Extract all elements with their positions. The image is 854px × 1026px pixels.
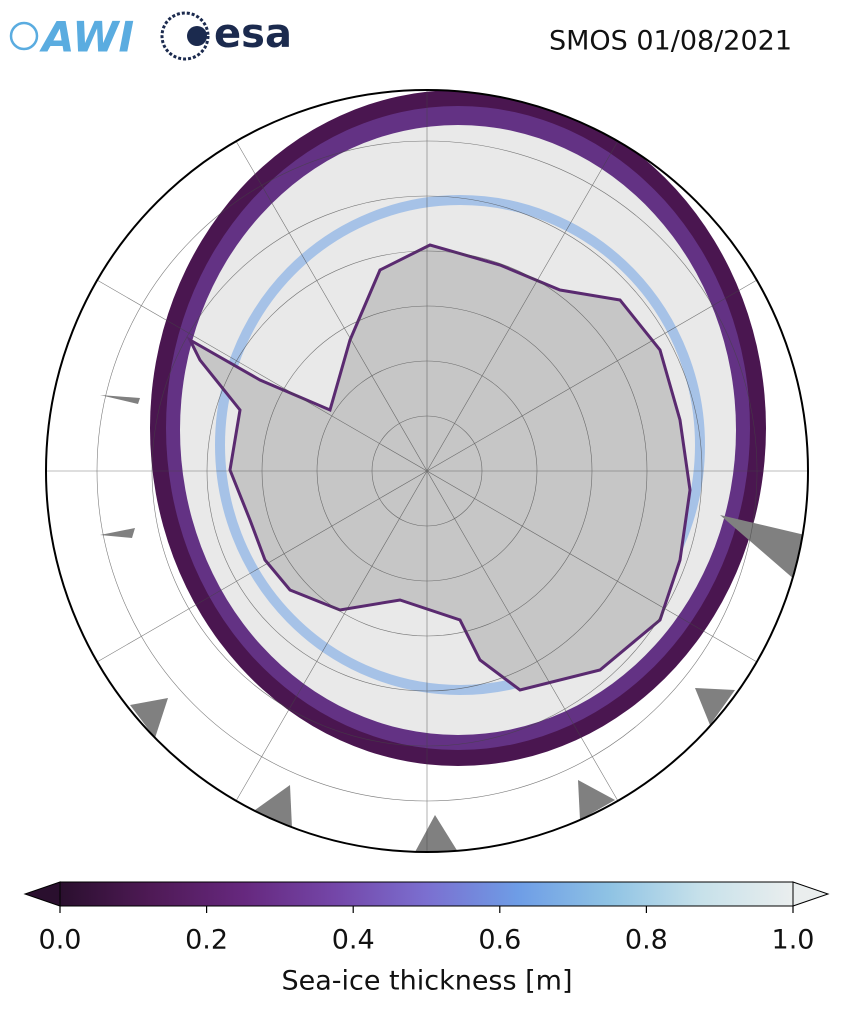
colorbar: 0.0 0.2 0.4 0.6 0.8 1.0 <box>23 881 830 956</box>
colorbar-tick-label: 0.0 <box>39 925 82 956</box>
logo-text: AWI <box>39 13 134 62</box>
colorbar-extend-high <box>792 881 830 907</box>
colorbar-tick-label: 0.4 <box>332 925 375 956</box>
logo-text: esa <box>214 11 292 57</box>
title: SMOS 01/08/2021 <box>549 26 792 57</box>
colorbar-tick-label: 0.8 <box>625 925 668 956</box>
colorbar-extend-low <box>23 881 61 907</box>
colorbar-ramp <box>59 881 794 907</box>
colorbar-label: Sea-ice thickness [m] <box>281 966 572 997</box>
colorbar-tick-label: 0.6 <box>478 925 521 956</box>
awi-logo: AWI <box>9 13 134 62</box>
esa-logo: esa <box>160 11 292 61</box>
colorbar-tick-label: 0.2 <box>185 925 228 956</box>
map-border <box>45 89 809 853</box>
map <box>46 90 808 852</box>
colorbar-tick-label: 1.0 <box>772 925 815 956</box>
